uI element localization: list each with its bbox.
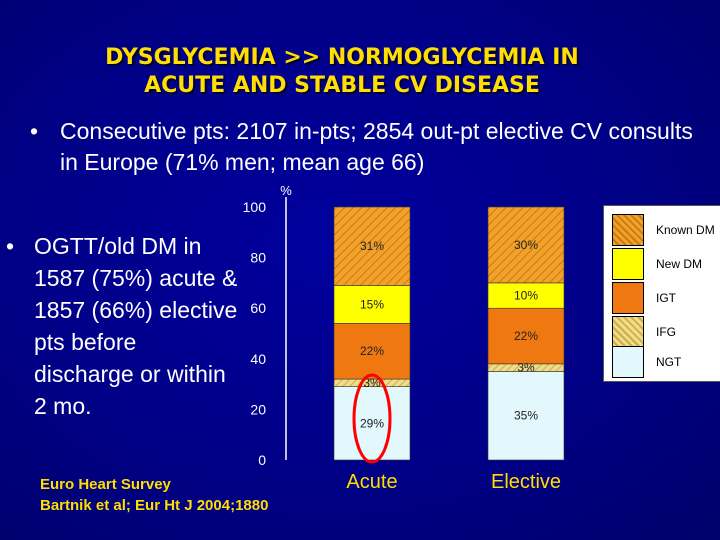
data-label-ngt-acute: 29%	[360, 416, 384, 430]
bar-segment-new-dm-acute	[333, 285, 411, 324]
source-citation: Euro Heart Survey Bartnik et al; Eur Ht …	[40, 474, 268, 516]
legend-swatch-ngt	[612, 346, 644, 378]
y-tick-label: 0	[258, 452, 266, 468]
bullet-marker: •	[6, 233, 15, 259]
bar-segment-new-dm-elective	[487, 282, 565, 309]
data-label-new-dm-elective: 10%	[514, 289, 538, 303]
data-label-igt-acute: 22%	[360, 344, 384, 358]
bullet-marker: •	[30, 118, 39, 144]
legend-swatch-igt	[612, 282, 644, 314]
bar-segment-known-dm-acute	[333, 206, 411, 286]
data-label-known-dm-acute: 31%	[360, 239, 384, 253]
title-line-1: DYSGLYCEMIA >> NORMOGLYCEMIA IN	[105, 45, 579, 70]
legend-label-ngt: NGT	[656, 355, 682, 369]
data-label-igt-elective: 22%	[514, 329, 538, 343]
source-line-2: Bartnik et al; Eur Ht J 2004;1880	[40, 497, 269, 514]
legend-label-ifg: IFG	[656, 325, 676, 339]
chart-legend: Known DM New DM IGT IFG NGT	[603, 205, 720, 382]
bar-segment-ngt-elective	[487, 371, 565, 461]
bullet-ogtt: • OGTT/old DM in 1587 (75%) acute & 1857…	[6, 230, 242, 422]
bullet-study-population: • Consecutive pts: 2107 in-pts; 2854 out…	[30, 116, 700, 178]
y-tick-label: 100	[243, 199, 267, 215]
bar-segment-ngt-acute	[333, 386, 411, 461]
y-tick-label: 60	[250, 300, 266, 316]
legend-label-new-dm: New DM	[656, 257, 703, 271]
source-line-1: Euro Heart Survey	[40, 476, 171, 493]
y-tick-label: 40	[250, 351, 266, 367]
x-category-label-elective: Elective	[491, 471, 561, 493]
title-line-2: ACUTE AND STABLE CV DISEASE	[144, 73, 540, 98]
highlight-circle	[352, 373, 392, 464]
data-label-ngt-elective: 35%	[514, 409, 538, 423]
data-label-known-dm-elective: 30%	[514, 238, 538, 252]
legend-swatch-known-dm	[612, 214, 644, 246]
x-category-label-acute: Acute	[346, 471, 397, 493]
slide-title: DYSGLYCEMIA >> NORMOGLYCEMIA IN ACUTE AN…	[0, 44, 684, 100]
data-label-ifg-acute: 3%	[363, 376, 381, 390]
bar-segment-known-dm-elective	[487, 206, 565, 284]
y-tick-label: 20	[250, 401, 266, 417]
bar-segment-igt-elective	[487, 307, 565, 365]
bullet-text: OGTT/old DM in 1587 (75%) acute & 1857 (…	[34, 233, 238, 419]
y-tick-label: 80	[250, 250, 266, 266]
data-label-ifg-elective: 3%	[517, 361, 535, 375]
bullet-text: Consecutive pts: 2107 in-pts; 2854 out-p…	[60, 118, 693, 175]
legend-swatch-ifg	[612, 316, 644, 348]
legend-label-igt: IGT	[656, 291, 676, 305]
legend-label-known-dm: Known DM	[656, 223, 715, 237]
bar-segment-igt-acute	[333, 323, 411, 380]
legend-swatch-new-dm	[612, 248, 644, 280]
data-label-new-dm-acute: 15%	[360, 297, 384, 311]
y-unit-label: %	[280, 183, 292, 198]
